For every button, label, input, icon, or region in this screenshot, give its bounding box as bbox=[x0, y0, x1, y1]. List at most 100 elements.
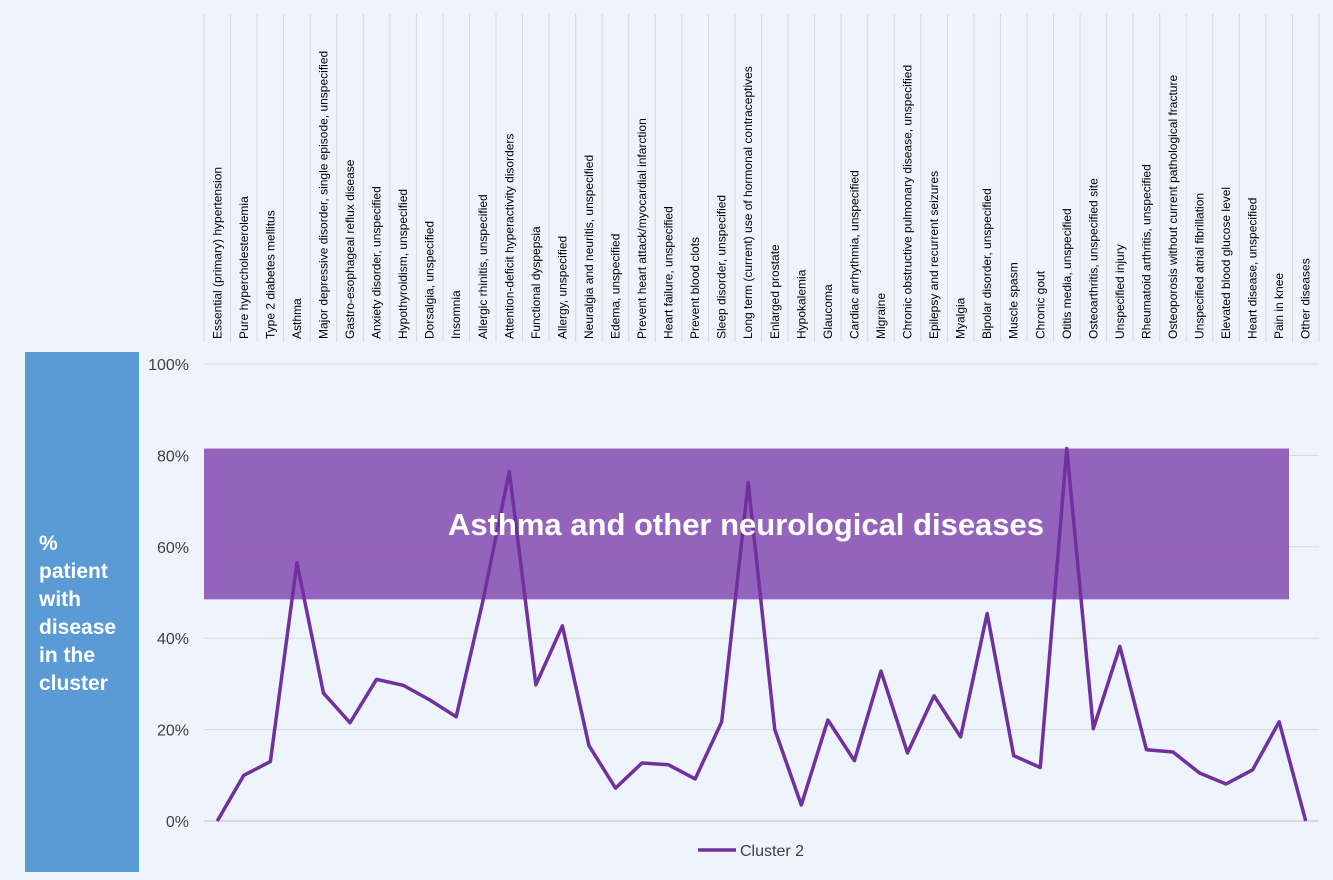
data-point bbox=[242, 773, 246, 777]
data-point bbox=[215, 819, 219, 823]
category-label: Other diseases bbox=[1299, 258, 1313, 339]
legend-label: Cluster 2 bbox=[740, 843, 804, 860]
category-label: Bipolar disorder, unspecified bbox=[980, 188, 994, 339]
category-label: Allergic rhinitis, unspecified bbox=[476, 194, 490, 339]
data-point bbox=[295, 561, 299, 565]
data-point bbox=[1038, 766, 1042, 770]
category-label: Allergy, unspecified bbox=[555, 236, 569, 339]
category-label: Dorsalgia, unspecified bbox=[423, 221, 437, 339]
data-point bbox=[959, 735, 963, 739]
category-label: Major depressive disorder, single episod… bbox=[316, 51, 330, 339]
y-axis-title-panel: % patient with disease in the cluster bbox=[25, 352, 139, 872]
data-point bbox=[879, 669, 883, 673]
data-point bbox=[507, 469, 511, 473]
data-point bbox=[852, 759, 856, 763]
category-label: Hypothyroidism, unspecified bbox=[396, 189, 410, 339]
data-point bbox=[1304, 819, 1308, 823]
y-tick-label: 20% bbox=[157, 723, 189, 740]
data-point bbox=[906, 751, 910, 755]
category-label: Prevent heart attack/myocardial infarcti… bbox=[635, 118, 649, 339]
category-label: Pure hypercholesterolemia bbox=[237, 196, 251, 339]
data-point bbox=[1144, 748, 1148, 752]
data-point bbox=[773, 728, 777, 732]
y-axis-title: % patient with disease in the cluster bbox=[39, 532, 117, 695]
y-axis-ticks: 0% 20% 40% 60% 80% 100% bbox=[148, 357, 189, 831]
category-label: Hypokalemia bbox=[794, 269, 808, 339]
data-point bbox=[348, 721, 352, 725]
data-point bbox=[1251, 768, 1255, 772]
annotation-title: Asthma and other neurological diseases bbox=[448, 507, 1044, 542]
category-label: Heart failure, unspecified bbox=[662, 206, 676, 339]
data-point bbox=[985, 612, 989, 616]
data-point bbox=[613, 786, 617, 790]
category-label: Anxiety disorder, unspecified bbox=[370, 186, 384, 339]
data-point bbox=[1198, 771, 1202, 775]
data-point bbox=[428, 698, 432, 702]
category-label: Osteoporosis without current pathologica… bbox=[1166, 75, 1180, 339]
data-point bbox=[1065, 447, 1069, 451]
category-label: Chronic gout bbox=[1033, 270, 1047, 339]
data-point bbox=[1224, 782, 1228, 786]
category-label: Sleep disorder, unspecified bbox=[715, 195, 729, 339]
category-label: Rheumatoid arthritis, unspecified bbox=[1139, 164, 1153, 339]
data-point bbox=[401, 683, 405, 687]
category-label: Myalgia bbox=[954, 297, 968, 339]
category-label: Neuralgia and neuritis, unspecified bbox=[582, 155, 596, 339]
category-label: Elevated blood glucose level bbox=[1219, 187, 1233, 339]
data-point bbox=[1277, 720, 1281, 724]
data-point bbox=[826, 718, 830, 722]
data-point bbox=[932, 694, 936, 698]
category-label: Edema, unspecified bbox=[608, 234, 622, 339]
data-point bbox=[720, 720, 724, 724]
category-label: Asthma bbox=[290, 298, 304, 339]
category-label: Long term (current) use of hormonal cont… bbox=[741, 66, 755, 339]
category-label: Chronic obstructive pulmonary disease, u… bbox=[901, 65, 915, 339]
data-point bbox=[560, 624, 564, 628]
data-point bbox=[454, 715, 458, 719]
category-label: Type 2 diabetes mellitus bbox=[263, 210, 277, 339]
category-label: Unspecified injury bbox=[1113, 244, 1127, 339]
category-label: Enlarged prostate bbox=[768, 244, 782, 339]
data-point bbox=[481, 600, 485, 604]
data-point bbox=[1171, 750, 1175, 754]
category-label: Heart disease, unspecified bbox=[1246, 198, 1260, 339]
series-line-cluster-2 bbox=[215, 446, 1308, 822]
y-tick-label: 100% bbox=[148, 357, 189, 374]
category-label: Cardiac arrhythmia, unspecified bbox=[847, 170, 861, 339]
category-label: Otitis media, unspecified bbox=[1060, 208, 1074, 339]
data-point bbox=[1118, 644, 1122, 648]
y-tick-label: 60% bbox=[157, 540, 189, 557]
y-tick-label: 80% bbox=[157, 448, 189, 465]
data-point bbox=[321, 691, 325, 695]
data-point bbox=[640, 761, 644, 765]
category-label: Insomnia bbox=[449, 290, 463, 339]
data-point bbox=[268, 760, 272, 764]
category-label: Glaucoma bbox=[821, 284, 835, 339]
category-label: Prevent blood clots bbox=[688, 237, 702, 339]
category-label: Osteoarthritis, unspecified site bbox=[1086, 178, 1100, 339]
data-point bbox=[746, 481, 750, 485]
category-label: Attention-deficit hyperactivity disorder… bbox=[502, 134, 516, 339]
category-label: Pain in knee bbox=[1272, 273, 1286, 339]
y-tick-label: 0% bbox=[166, 814, 189, 831]
category-label: Migraine bbox=[874, 293, 888, 339]
category-label: Essential (primary) hypertension bbox=[210, 167, 224, 339]
y-tick-label: 40% bbox=[157, 631, 189, 648]
data-point bbox=[375, 677, 379, 681]
data-point bbox=[693, 777, 697, 781]
category-label: Functional dyspepsia bbox=[529, 226, 543, 339]
category-label: Muscle spasm bbox=[1007, 262, 1021, 339]
data-point bbox=[1012, 754, 1016, 758]
category-label: Epilepsy and recurrent seizures bbox=[927, 171, 941, 339]
category-header-table: Essential (primary) hypertension Pure hyp… bbox=[203, 14, 1320, 342]
category-label: Gastro-esophageal reflux disease bbox=[343, 159, 357, 339]
category-label: Unspecified atrial fibrillation bbox=[1193, 193, 1207, 339]
data-point bbox=[587, 744, 591, 748]
legend: Cluster 2 bbox=[698, 843, 804, 860]
annotation-band bbox=[204, 448, 1289, 600]
data-point bbox=[799, 803, 803, 807]
data-point bbox=[1091, 727, 1095, 731]
data-point bbox=[534, 683, 538, 687]
data-point bbox=[667, 763, 671, 767]
